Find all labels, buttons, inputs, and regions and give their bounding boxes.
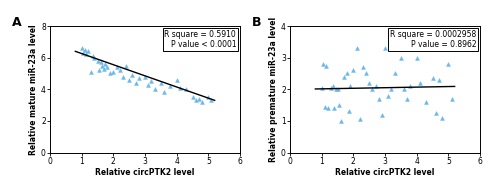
Point — [128, 73, 136, 76]
Point — [372, 85, 380, 88]
Point — [318, 86, 326, 89]
Point — [343, 72, 351, 75]
Point — [78, 47, 86, 50]
Point — [344, 110, 352, 113]
Point — [208, 99, 216, 102]
Point — [132, 81, 140, 84]
Point — [119, 75, 127, 78]
Point — [95, 69, 103, 72]
Point — [406, 85, 414, 88]
Point — [198, 100, 206, 103]
Point — [182, 88, 190, 91]
Point — [195, 97, 203, 100]
Point — [84, 50, 92, 53]
Point — [122, 64, 130, 67]
Point — [98, 64, 106, 67]
Point — [365, 81, 373, 84]
Point — [435, 78, 443, 81]
Point — [144, 83, 152, 86]
Point — [319, 62, 327, 65]
Point — [327, 86, 335, 89]
Point — [388, 88, 396, 91]
Point — [125, 78, 133, 81]
Point — [106, 72, 114, 75]
Point — [362, 72, 370, 75]
Point — [346, 85, 354, 88]
X-axis label: Relative circPTK2 level: Relative circPTK2 level — [336, 169, 434, 177]
Y-axis label: Relative mature miR-23a level: Relative mature miR-23a level — [29, 24, 38, 155]
Point — [368, 88, 376, 91]
Point — [336, 119, 344, 122]
Point — [157, 81, 165, 84]
Point — [160, 91, 168, 94]
Text: B: B — [252, 16, 262, 29]
Point — [81, 48, 89, 51]
Point — [102, 62, 110, 65]
Point — [422, 100, 430, 103]
Point — [438, 116, 446, 119]
Point — [332, 88, 340, 91]
Point — [100, 67, 108, 70]
Point — [356, 118, 364, 121]
Point — [432, 111, 440, 114]
Point — [324, 107, 332, 110]
Point — [381, 47, 389, 50]
X-axis label: Relative circPTK2 level: Relative circPTK2 level — [96, 169, 194, 177]
Point — [359, 66, 367, 69]
Point — [96, 61, 104, 64]
Point — [335, 104, 343, 107]
Y-axis label: Relative premature miR-23a level: Relative premature miR-23a level — [269, 17, 278, 162]
Point — [204, 96, 212, 99]
Point — [340, 75, 348, 78]
Point — [176, 86, 184, 89]
Point — [384, 94, 392, 97]
Point — [188, 96, 196, 99]
Point — [87, 70, 95, 73]
Point — [444, 62, 452, 65]
Point — [378, 113, 386, 116]
Point — [334, 88, 342, 91]
Point — [116, 69, 124, 72]
Point — [412, 56, 420, 59]
Point — [150, 88, 158, 91]
Point — [350, 69, 358, 72]
Point — [112, 66, 120, 69]
Point — [192, 99, 200, 102]
Point — [110, 70, 118, 73]
Point — [390, 72, 398, 75]
Point — [416, 81, 424, 84]
Point — [90, 56, 98, 59]
Point — [103, 66, 111, 69]
Text: R square = 0.0002958
P value = 0.8962: R square = 0.0002958 P value = 0.8962 — [390, 30, 476, 49]
Point — [94, 59, 102, 62]
Text: R square = 0.5910
P value < 0.0001: R square = 0.5910 P value < 0.0001 — [164, 30, 236, 49]
Point — [141, 75, 149, 78]
Point — [374, 97, 382, 100]
Point — [322, 64, 330, 67]
Point — [134, 77, 142, 80]
Point — [148, 80, 156, 83]
Point — [166, 85, 174, 88]
Point — [397, 56, 405, 59]
Point — [352, 47, 360, 50]
Point — [82, 53, 90, 56]
Point — [448, 97, 456, 100]
Point — [400, 88, 408, 91]
Point — [330, 107, 338, 110]
Point — [172, 78, 180, 81]
Point — [403, 97, 411, 100]
Text: A: A — [12, 16, 22, 29]
Point — [329, 85, 337, 88]
Point — [79, 51, 88, 54]
Point — [89, 55, 97, 58]
Point — [321, 105, 329, 108]
Point — [428, 77, 436, 80]
